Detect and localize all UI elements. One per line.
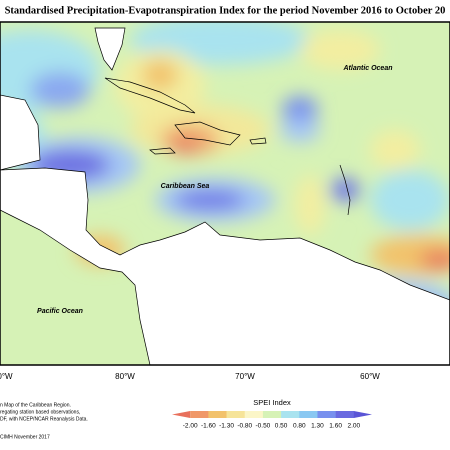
legend-swatch bbox=[353, 411, 372, 418]
ocean-label: Atlantic Ocean bbox=[342, 65, 392, 72]
sea-label: Caribbean Sea bbox=[161, 183, 210, 190]
legend-swatch bbox=[281, 411, 300, 418]
note-line: regating station based observations, bbox=[0, 409, 80, 415]
longitude-label: 60°W bbox=[360, 372, 380, 381]
legend-tick-label: -0.50 bbox=[255, 423, 270, 430]
legend-tick-label: -1.30 bbox=[219, 423, 234, 430]
legend-tick-label: 1.30 bbox=[311, 423, 324, 430]
legend-swatch bbox=[208, 411, 227, 418]
note-line: n Map of the Caribbean Region. bbox=[0, 402, 71, 408]
legend-tick-label: -1.60 bbox=[201, 423, 216, 430]
legend-swatch bbox=[317, 411, 336, 418]
legend-swatch bbox=[262, 411, 282, 418]
notes: n Map of the Caribbean Region. regating … bbox=[0, 402, 88, 440]
map-area: Atlantic Ocean Caribbean Sea Pacific Oce… bbox=[0, 22, 450, 365]
legend-tick-label: 2.00 bbox=[347, 423, 360, 430]
map-frame bbox=[0, 21, 450, 366]
map-title: Standardised Precipitation-Evapotranspir… bbox=[5, 5, 446, 16]
legend-tick-label: -2.00 bbox=[183, 423, 198, 430]
longitude-label: 0°W bbox=[0, 372, 13, 381]
island-outlines bbox=[104, 77, 351, 216]
legend: -2.00 -1.60 -1.30 -0.80 -0.50 0.50 0.80 1.30 1.6… bbox=[172, 411, 372, 430]
longitude-label: 80°W bbox=[115, 372, 135, 381]
legend-tick-label: 1.60 bbox=[329, 423, 342, 430]
land bbox=[0, 27, 450, 365]
credit: CIMH November 2017 bbox=[0, 434, 50, 440]
legend-title: SPEI Index bbox=[253, 398, 291, 407]
legend-tick-label: 0.50 bbox=[275, 423, 288, 430]
longitude-labels: 0°W 80°W 70°W 60°W bbox=[0, 372, 380, 381]
legend-swatch bbox=[299, 411, 318, 418]
ocean-label: Pacific Ocean bbox=[37, 308, 83, 315]
note-line: DF, with NCEP/NCAR Reanalysis Data. bbox=[0, 416, 88, 422]
legend-swatch bbox=[244, 411, 264, 418]
legend-tick-label: 0.80 bbox=[293, 423, 306, 430]
legend-swatch bbox=[335, 411, 355, 418]
legend-tick-label: -0.80 bbox=[237, 423, 252, 430]
spei-field bbox=[0, 22, 450, 340]
legend-swatch bbox=[190, 411, 209, 418]
legend-swatch bbox=[226, 411, 246, 418]
legend-swatch bbox=[172, 411, 191, 418]
longitude-label: 70°W bbox=[235, 372, 255, 381]
